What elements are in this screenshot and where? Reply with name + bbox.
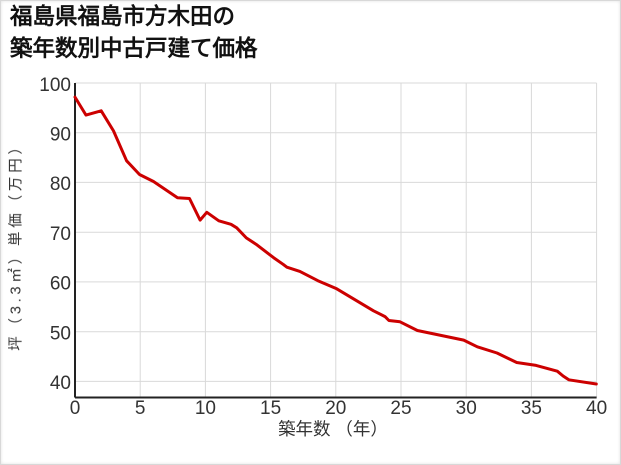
svg-text:100: 100 — [39, 75, 71, 96]
svg-text:5: 5 — [135, 398, 146, 419]
svg-text:10: 10 — [195, 398, 216, 419]
svg-text:築年数 （年）: 築年数 （年） — [278, 419, 388, 439]
svg-text:70: 70 — [50, 224, 71, 245]
svg-text:80: 80 — [50, 174, 71, 195]
svg-text:60: 60 — [50, 274, 71, 295]
svg-text:40: 40 — [50, 373, 71, 394]
svg-text:40: 40 — [586, 398, 607, 419]
svg-text:30: 30 — [456, 398, 477, 419]
svg-text:0: 0 — [70, 398, 81, 419]
svg-text:35: 35 — [521, 398, 542, 419]
svg-text:15: 15 — [260, 398, 281, 419]
svg-text:50: 50 — [50, 324, 71, 345]
svg-text:25: 25 — [390, 398, 411, 419]
svg-text:90: 90 — [50, 125, 71, 146]
svg-text:20: 20 — [325, 398, 346, 419]
